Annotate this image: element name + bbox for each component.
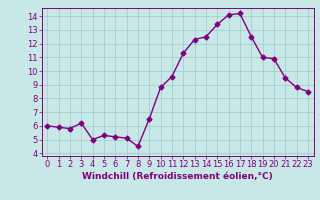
X-axis label: Windchill (Refroidissement éolien,°C): Windchill (Refroidissement éolien,°C) <box>82 172 273 181</box>
